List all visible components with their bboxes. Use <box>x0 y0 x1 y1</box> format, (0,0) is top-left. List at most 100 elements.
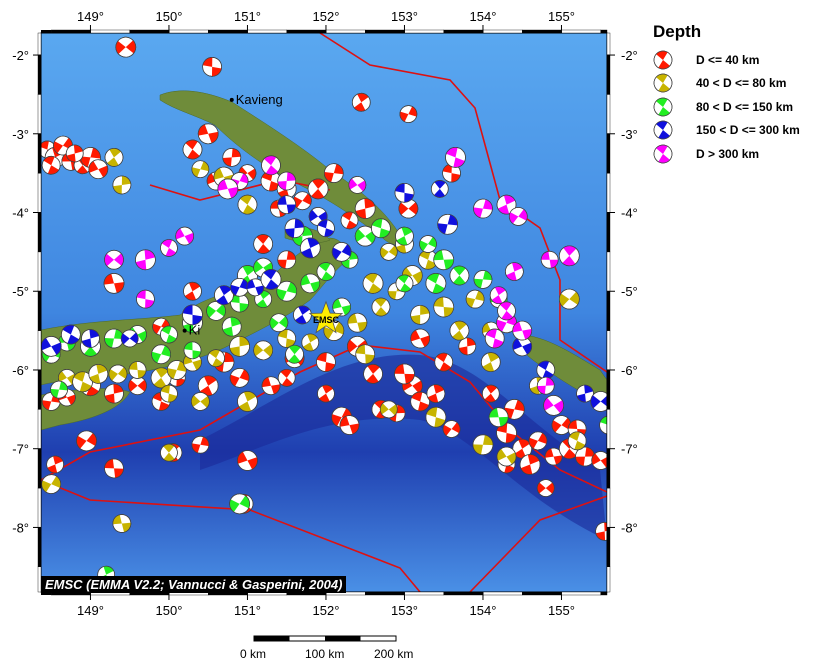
lat-tick-right: -8° <box>621 520 638 535</box>
focal-mechanism-beachball <box>419 235 437 253</box>
focal-mechanism-beachball <box>88 364 109 384</box>
focal-mechanism-beachball <box>426 384 446 403</box>
focal-mechanism-beachball <box>354 198 376 219</box>
focal-mechanism-beachball <box>395 274 414 293</box>
focal-mechanism-beachball <box>425 273 447 294</box>
focal-mechanism-beachball <box>339 415 360 435</box>
focal-mechanism-beachball <box>277 368 296 387</box>
focal-mechanism-beachball <box>437 213 458 235</box>
focal-mechanism-beachball <box>480 352 501 372</box>
place-dot <box>182 328 187 333</box>
focal-mechanism-beachball <box>277 329 297 348</box>
focal-mechanism-beachball <box>136 289 155 309</box>
place-label: Kavieng <box>236 92 283 107</box>
focal-mechanisms <box>41 36 607 584</box>
focal-mechanism-beachball <box>183 281 202 301</box>
focal-mechanism-beachball <box>104 328 124 349</box>
focal-mechanism-beachball <box>229 493 250 515</box>
focal-mechanism-beachball <box>519 454 541 475</box>
focal-mechanism-beachball <box>496 446 517 467</box>
focal-mechanism-beachball <box>50 380 68 399</box>
focal-mechanism-beachball <box>237 194 258 215</box>
focal-mechanism-beachball <box>317 219 335 238</box>
focal-mechanism-beachball <box>433 296 455 318</box>
lon-tick-top: 150° <box>156 9 183 24</box>
focal-mechanism-beachball <box>41 155 61 175</box>
focal-mechanism-beachball <box>222 148 242 167</box>
lat-tick-left: -2° <box>12 48 29 63</box>
focal-mechanism-beachball <box>175 226 195 246</box>
focal-mechanism-beachball <box>317 384 335 403</box>
focal-mechanism-beachball <box>277 250 297 270</box>
focal-mechanism-beachball <box>512 320 533 341</box>
focal-mechanism-beachball <box>115 36 137 58</box>
focal-mechanism-beachball <box>104 458 124 479</box>
focal-mechanism-beachball <box>65 144 84 163</box>
lon-tick-bottom: 150° <box>156 603 183 618</box>
focal-mechanism-beachball <box>536 479 555 497</box>
legend-beachball-icon <box>653 50 673 70</box>
focal-mechanism-beachball <box>536 376 555 395</box>
focal-mechanism-beachball <box>285 344 304 364</box>
focal-mechanism-beachball <box>316 352 336 372</box>
focal-mechanism-beachball <box>445 147 466 168</box>
focal-mechanism-beachball <box>284 218 305 239</box>
lon-tick-top: 155° <box>548 9 575 24</box>
focal-mechanism-beachball <box>112 514 132 533</box>
focal-mechanism-beachball <box>260 269 282 290</box>
scale-label-100: 100 km <box>305 647 345 661</box>
focal-mechanism-beachball <box>60 324 81 345</box>
focal-mechanism-beachball <box>488 407 509 428</box>
focal-mechanism-beachball <box>103 273 125 294</box>
lat-tick-right: -5° <box>621 284 638 299</box>
focal-mechanism-beachball <box>104 249 124 270</box>
focal-mechanism-beachball <box>395 226 414 246</box>
focal-mechanism-beachball <box>299 237 321 259</box>
focal-mechanism-beachball <box>202 57 222 77</box>
lon-tick-bottom: 152° <box>313 603 340 618</box>
focal-mechanism-beachball <box>217 178 239 200</box>
focal-mechanism-beachball <box>72 371 93 393</box>
focal-mechanism-beachball <box>104 383 124 404</box>
focal-mechanism-beachball <box>379 243 398 261</box>
focal-mechanism-beachball <box>473 198 493 219</box>
lat-tick-left: -6° <box>12 363 29 378</box>
focal-mechanism-beachball <box>277 195 297 214</box>
legend-beachball-icon <box>653 144 673 164</box>
plate-boundary <box>469 495 607 592</box>
focal-mechanism-beachball <box>160 325 178 344</box>
scale-label-200: 200 km <box>374 647 414 661</box>
lon-tick-bottom: 151° <box>234 603 261 618</box>
focal-mechanism-beachball <box>237 391 258 412</box>
focal-mechanism-beachball <box>293 305 312 325</box>
focal-mechanism-beachball <box>160 239 178 257</box>
focal-mechanism-beachball <box>540 250 559 269</box>
focal-mechanism-beachball <box>88 159 109 180</box>
lon-tick-top: 152° <box>313 9 340 24</box>
focal-mechanism-beachball <box>166 360 187 380</box>
legend-item: 80 < D <= 150 km <box>648 95 814 119</box>
depth-legend: Depth D <= 40 km 40 < D <= 80 km 80 < D <=… <box>648 22 814 166</box>
focal-mechanism-beachball <box>277 171 297 191</box>
legend-label: 150 < D <= 300 km <box>696 123 800 138</box>
focal-mechanism-beachball <box>496 194 517 215</box>
focal-mechanism-beachball <box>197 375 219 397</box>
legend-beachball-icon <box>653 73 673 93</box>
focal-mechanism-beachball <box>536 360 556 380</box>
focal-mechanism-beachball <box>293 191 312 211</box>
focal-mechanism-beachball <box>558 288 580 310</box>
focal-mechanism-beachball <box>323 163 344 183</box>
focal-mechanism-beachball <box>316 262 336 281</box>
focal-mechanism-beachball <box>253 340 274 361</box>
focal-mechanism-beachball <box>41 474 62 494</box>
lat-tick-right: -4° <box>621 206 638 221</box>
focal-mechanism-beachball <box>576 384 594 403</box>
focal-mechanism-beachball <box>394 363 415 385</box>
legend-beachball-icon <box>653 120 673 140</box>
focal-mechanism-beachball <box>81 329 100 348</box>
focal-mechanism-beachball <box>433 249 455 271</box>
focal-mechanism-beachball <box>230 277 249 297</box>
plate-boundary <box>149 179 331 201</box>
focal-mechanism-beachball <box>399 105 418 123</box>
